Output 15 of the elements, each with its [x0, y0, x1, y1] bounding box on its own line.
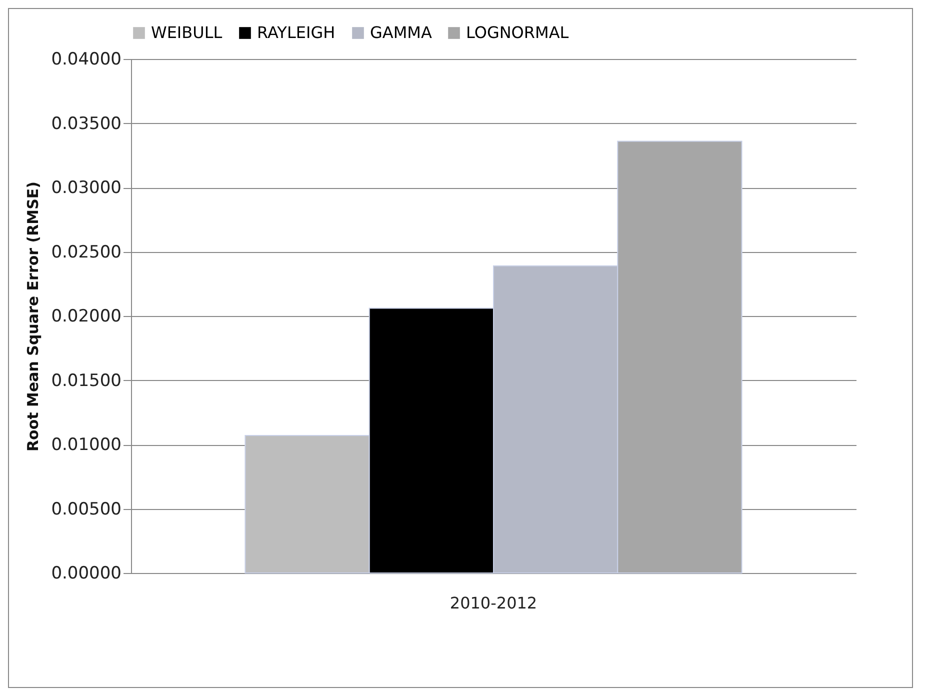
y-axis-title: Root Mean Square Error (RMSE)	[24, 181, 42, 452]
y-tick-label: 0.01500	[51, 370, 122, 391]
y-tick-label: 0.03500	[51, 114, 122, 134]
y-tick-label: 0.04000	[51, 50, 122, 70]
y-tick-label: 0.01000	[51, 435, 122, 455]
x-tick-label: 2010-2012	[450, 594, 538, 612]
y-tick-label: 0.03000	[51, 178, 122, 198]
legend-label: LOGNORMAL	[466, 23, 569, 42]
y-tick-label: 0.00000	[51, 564, 122, 584]
y-tick-label: 0.00500	[51, 499, 122, 520]
y-tick-label: 0.02000	[51, 306, 122, 326]
legend-label: WEIBULL	[151, 23, 222, 42]
legend-label: RAYLEIGH	[257, 23, 336, 42]
legend-label: GAMMA	[370, 23, 432, 42]
y-tick-label: 0.02500	[51, 242, 122, 262]
